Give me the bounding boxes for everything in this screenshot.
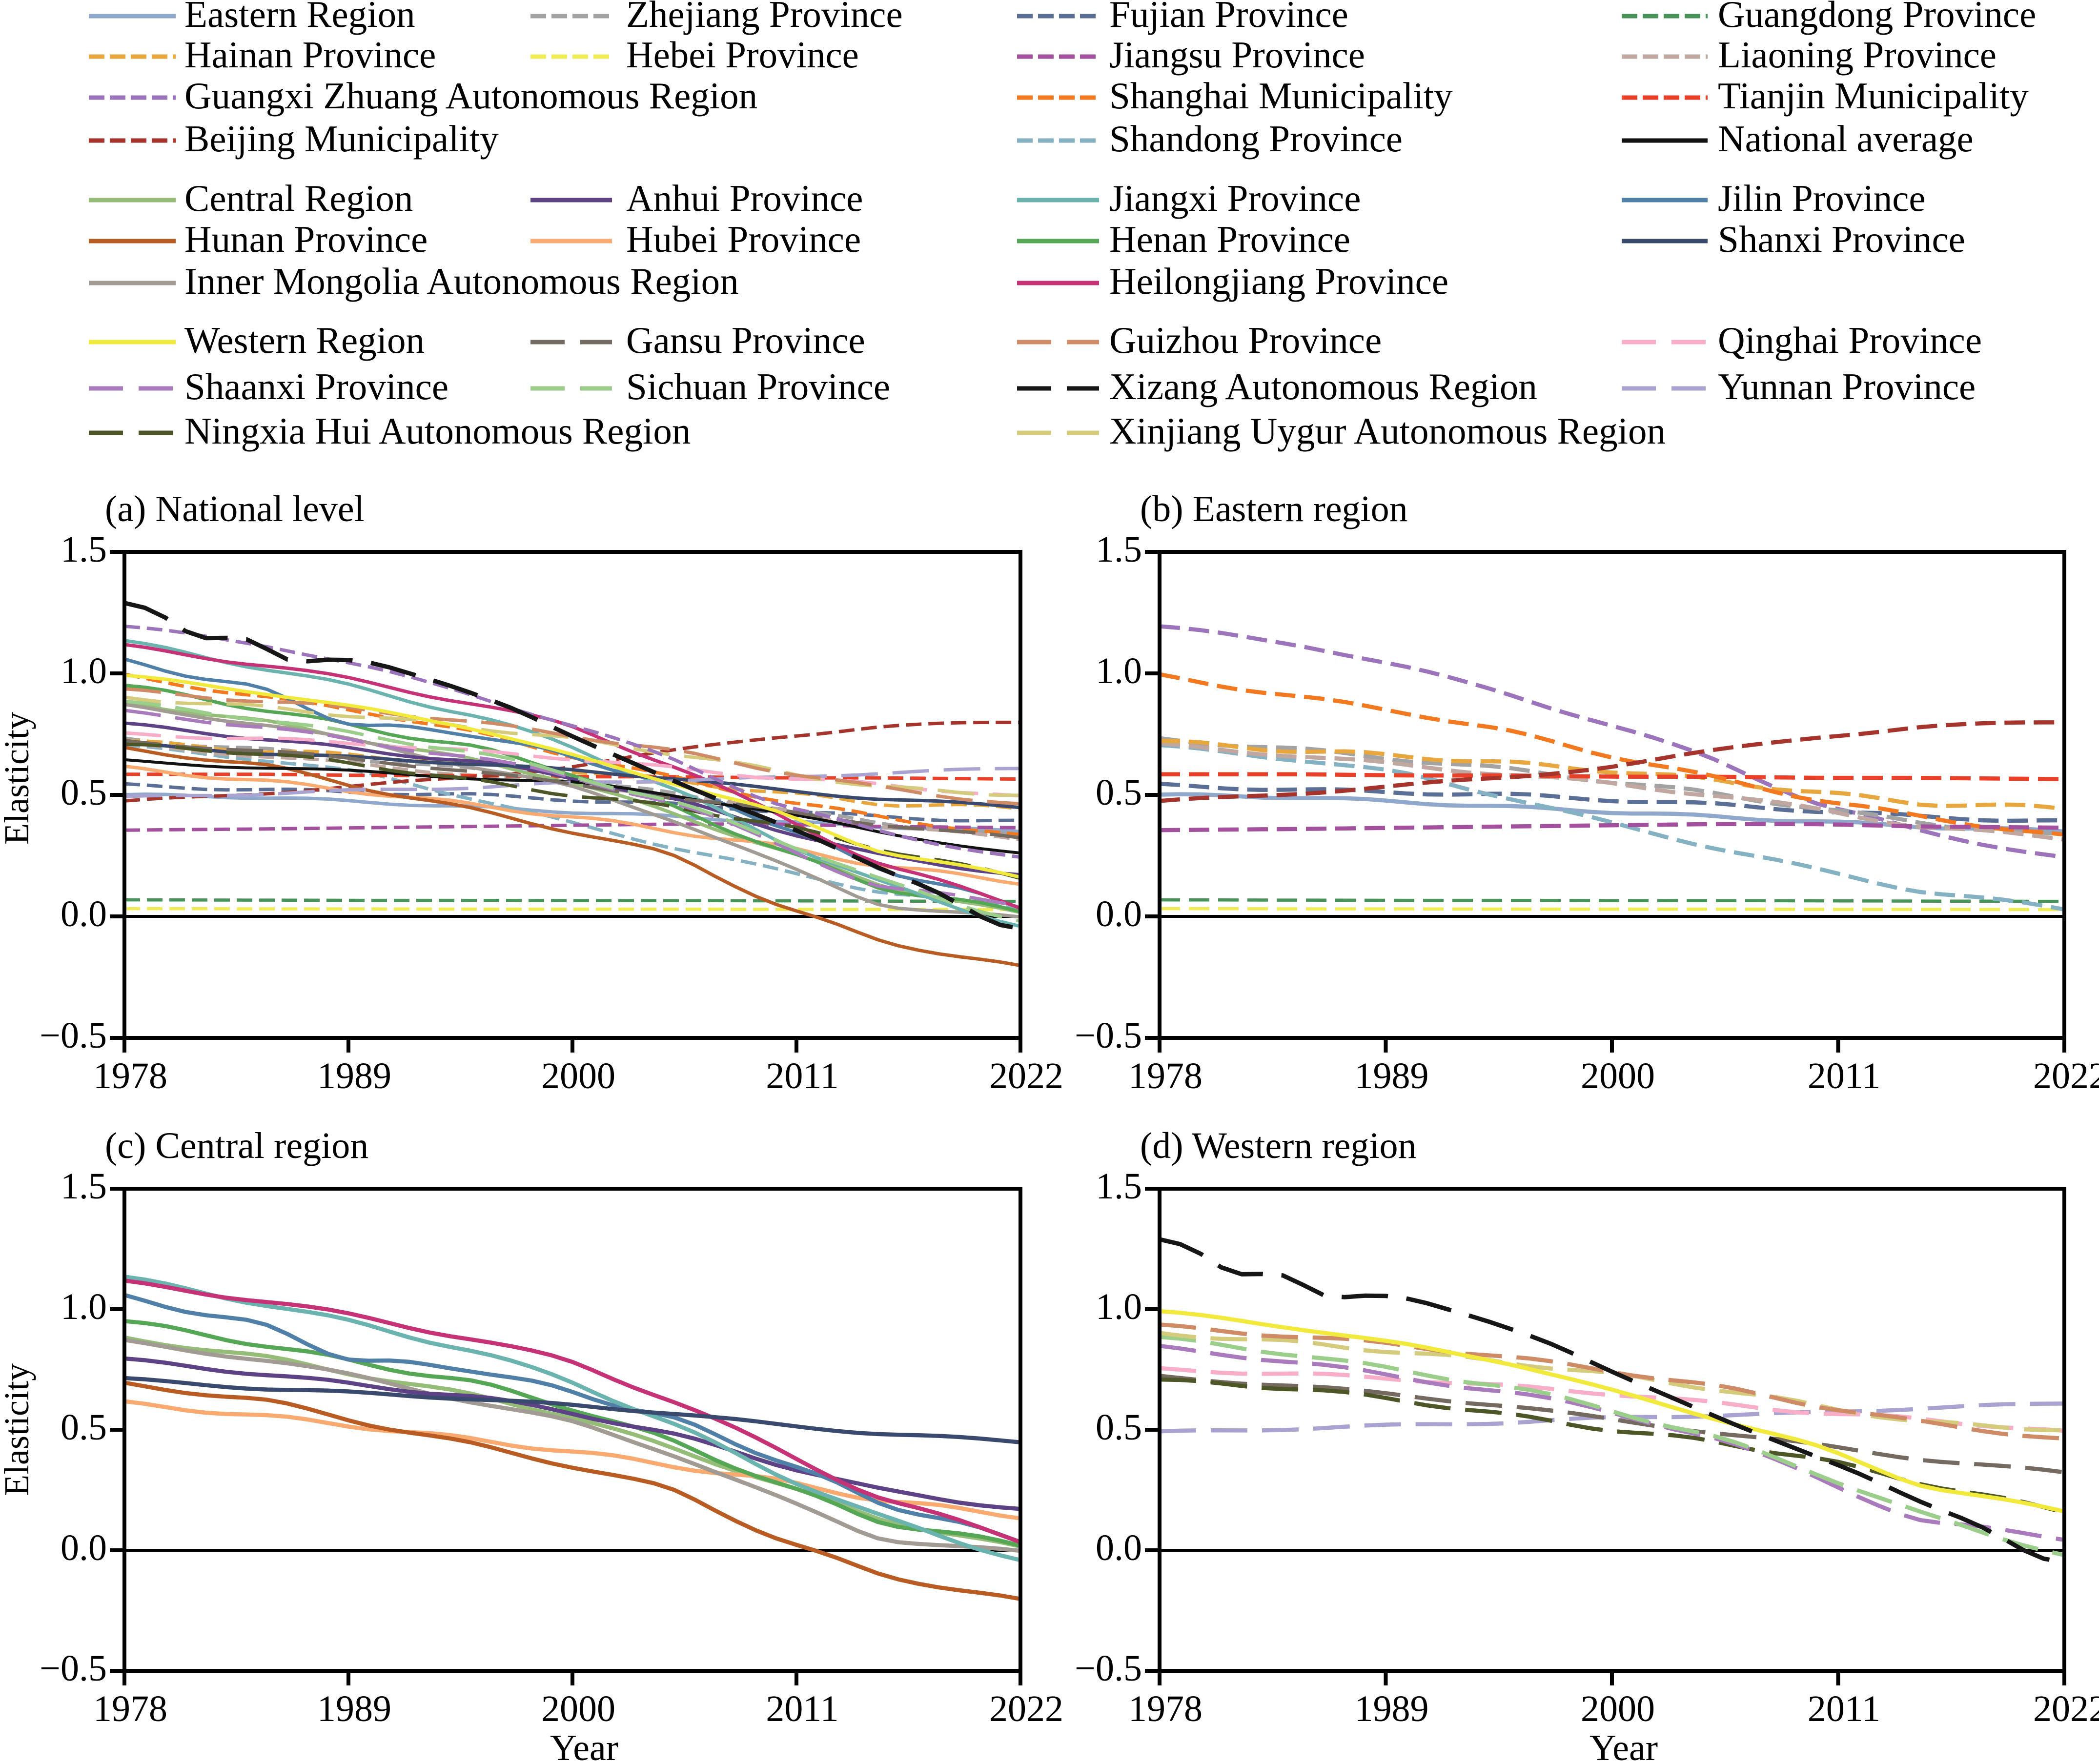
svg-text:2011: 2011 <box>1808 1688 1880 1729</box>
svg-text:2011: 2011 <box>766 1055 838 1096</box>
svg-text:Eastern Region: Eastern Region <box>184 0 415 35</box>
svg-text:1.0: 1.0 <box>1096 650 1142 691</box>
svg-text:−0.5: −0.5 <box>1075 1648 1142 1689</box>
svg-text:Qinghai Province: Qinghai Province <box>1718 319 1982 361</box>
svg-text:Gansu Province: Gansu Province <box>626 319 865 361</box>
svg-text:0.0: 0.0 <box>61 1527 107 1568</box>
svg-text:Beijing Municipality: Beijing Municipality <box>184 118 499 160</box>
svg-text:Hainan Province: Hainan Province <box>184 34 436 76</box>
svg-text:Guangxi Zhuang Autonomous Regi: Guangxi Zhuang Autonomous Region <box>184 75 757 117</box>
svg-text:2000: 2000 <box>1581 1055 1655 1096</box>
svg-text:−0.5: −0.5 <box>1075 1015 1142 1056</box>
svg-text:1978: 1978 <box>1128 1688 1202 1729</box>
svg-text:1.5: 1.5 <box>1096 1166 1142 1207</box>
svg-text:−0.5: −0.5 <box>40 1648 107 1689</box>
svg-text:Shanxi Province: Shanxi Province <box>1718 218 1965 260</box>
svg-text:1.5: 1.5 <box>61 529 107 570</box>
svg-text:Tianjin Municipality: Tianjin Municipality <box>1718 75 2029 117</box>
svg-text:2011: 2011 <box>1808 1055 1880 1096</box>
svg-text:Year: Year <box>1590 1727 1658 1764</box>
svg-text:2022: 2022 <box>989 1688 1063 1729</box>
svg-text:Elasticity: Elasticity <box>0 712 36 845</box>
svg-text:Anhui Province: Anhui Province <box>626 177 863 219</box>
svg-text:0.0: 0.0 <box>61 893 107 934</box>
svg-text:National average: National average <box>1718 118 1974 160</box>
svg-text:Guangdong Province: Guangdong Province <box>1718 0 2036 35</box>
svg-text:1.0: 1.0 <box>61 1286 107 1327</box>
svg-text:Liaoning Province: Liaoning Province <box>1718 34 1997 76</box>
svg-text:Year: Year <box>550 1727 618 1764</box>
svg-text:Ningxia Hui Autonomous Region: Ningxia Hui Autonomous Region <box>184 410 691 452</box>
svg-text:(d) Western region: (d) Western region <box>1140 1125 1417 1166</box>
svg-text:Inner Mongolia Autonomous Regi: Inner Mongolia Autonomous Region <box>184 260 739 302</box>
svg-text:2022: 2022 <box>989 1055 1063 1096</box>
svg-text:Hebei Province: Hebei Province <box>626 34 859 76</box>
svg-text:Shandong Province: Shandong Province <box>1109 118 1403 160</box>
svg-text:0.5: 0.5 <box>61 772 107 813</box>
svg-text:Jiangsu Province: Jiangsu Province <box>1109 34 1365 76</box>
svg-text:Xizang Autonomous Region: Xizang Autonomous Region <box>1109 365 1537 407</box>
svg-text:Jiangxi Province: Jiangxi Province <box>1109 177 1361 219</box>
svg-text:2022: 2022 <box>2033 1688 2099 1729</box>
svg-text:1989: 1989 <box>1355 1055 1429 1096</box>
svg-text:(c) Central region: (c) Central region <box>105 1125 368 1166</box>
svg-text:(a) National level: (a) National level <box>105 488 365 529</box>
svg-text:Western Region: Western Region <box>184 319 425 361</box>
svg-text:1.5: 1.5 <box>61 1166 107 1207</box>
svg-text:−0.5: −0.5 <box>40 1015 107 1056</box>
svg-text:1978: 1978 <box>93 1688 167 1729</box>
svg-text:1989: 1989 <box>317 1688 391 1729</box>
svg-text:1989: 1989 <box>317 1055 391 1096</box>
svg-text:Xinjiang Uygur Autonomous Regi: Xinjiang Uygur Autonomous Region <box>1109 410 1666 452</box>
svg-text:0.0: 0.0 <box>1096 1527 1142 1568</box>
svg-text:(b) Eastern region: (b) Eastern region <box>1140 488 1408 529</box>
svg-text:1978: 1978 <box>93 1055 167 1096</box>
svg-text:0.5: 0.5 <box>61 1407 107 1448</box>
svg-text:0.0: 0.0 <box>1096 893 1142 934</box>
svg-text:1978: 1978 <box>1128 1055 1202 1096</box>
svg-text:1.0: 1.0 <box>61 650 107 691</box>
svg-text:Yunnan Province: Yunnan Province <box>1718 365 1976 407</box>
svg-text:Sichuan Province: Sichuan Province <box>626 365 890 407</box>
svg-text:Henan Province: Henan Province <box>1109 218 1350 260</box>
svg-text:Shaanxi Province: Shaanxi Province <box>184 365 448 407</box>
svg-text:Heilongjiang Province: Heilongjiang Province <box>1109 260 1448 302</box>
svg-text:Zhejiang Province: Zhejiang Province <box>626 0 903 35</box>
svg-text:Shanghai Municipality: Shanghai Municipality <box>1109 75 1453 117</box>
svg-text:Fujian Province: Fujian Province <box>1109 0 1348 35</box>
svg-text:Central Region: Central Region <box>184 177 413 219</box>
svg-text:Elasticity: Elasticity <box>0 1363 36 1496</box>
svg-text:0.5: 0.5 <box>1096 772 1142 813</box>
svg-text:Guizhou Province: Guizhou Province <box>1109 319 1382 361</box>
svg-text:2000: 2000 <box>541 1688 615 1729</box>
svg-text:1.0: 1.0 <box>1096 1286 1142 1327</box>
svg-text:0.5: 0.5 <box>1096 1407 1142 1448</box>
svg-text:2011: 2011 <box>766 1688 838 1729</box>
svg-text:2000: 2000 <box>1581 1688 1655 1729</box>
svg-text:1989: 1989 <box>1355 1688 1429 1729</box>
svg-text:Hubei Province: Hubei Province <box>626 218 861 260</box>
svg-text:Jilin Province: Jilin Province <box>1718 177 1926 219</box>
svg-text:1.5: 1.5 <box>1096 529 1142 570</box>
svg-text:2000: 2000 <box>541 1055 615 1096</box>
svg-text:2022: 2022 <box>2033 1055 2099 1096</box>
svg-text:Hunan Province: Hunan Province <box>184 218 428 260</box>
